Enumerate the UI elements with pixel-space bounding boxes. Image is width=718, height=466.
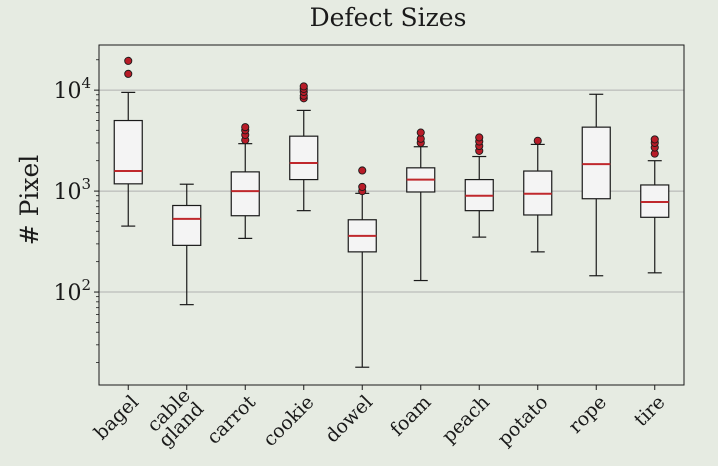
x-tick-label: cablegland	[141, 385, 208, 452]
box-carrot	[230, 123, 260, 239]
box-peach	[464, 133, 494, 238]
box-bagel	[113, 56, 143, 227]
box-dowel	[347, 166, 377, 368]
iqr-box	[230, 171, 260, 217]
box-potato	[523, 136, 553, 253]
iqr-box	[172, 204, 202, 246]
outlier-point	[241, 123, 250, 132]
x-tick-label: dowel	[321, 391, 377, 447]
outlier-point	[416, 128, 425, 137]
outlier-point	[358, 182, 367, 191]
plot-area	[98, 44, 685, 386]
x-tick-label: carrot	[203, 391, 261, 449]
outlier-point	[299, 82, 308, 91]
iqr-box	[113, 119, 143, 185]
outlier-point	[475, 133, 484, 142]
outlier-point	[533, 136, 542, 145]
chart-title: Defect Sizes	[310, 3, 467, 32]
y-axis-ticks: 102 103 104	[53, 59, 99, 364]
x-tick-label: rope	[564, 391, 611, 438]
box-foam	[406, 128, 436, 282]
box-cookie	[289, 82, 319, 212]
y-tick-label: 102	[53, 276, 91, 306]
x-tick-label: bagel	[90, 391, 143, 444]
x-tick-label: tire	[630, 391, 670, 431]
y-axis-label: # Pixel	[15, 155, 44, 246]
outlier-point	[124, 69, 133, 78]
outlier-point	[358, 166, 367, 175]
outlier-point	[124, 56, 133, 65]
box-rope	[581, 93, 611, 277]
x-tick-label: cookie	[259, 391, 319, 451]
y-tick-label: 103	[53, 175, 91, 205]
box-tire	[640, 135, 670, 274]
boxes	[113, 56, 670, 368]
y-tick-label: 104	[53, 74, 91, 104]
x-tick-label: peach	[438, 391, 494, 447]
iqr-box	[581, 126, 611, 200]
x-tick-label: potato	[493, 391, 552, 450]
box-cable-gland	[172, 183, 202, 306]
iqr-box	[289, 135, 319, 181]
outlier-point	[650, 135, 659, 144]
x-tick-label: foam	[386, 391, 435, 440]
